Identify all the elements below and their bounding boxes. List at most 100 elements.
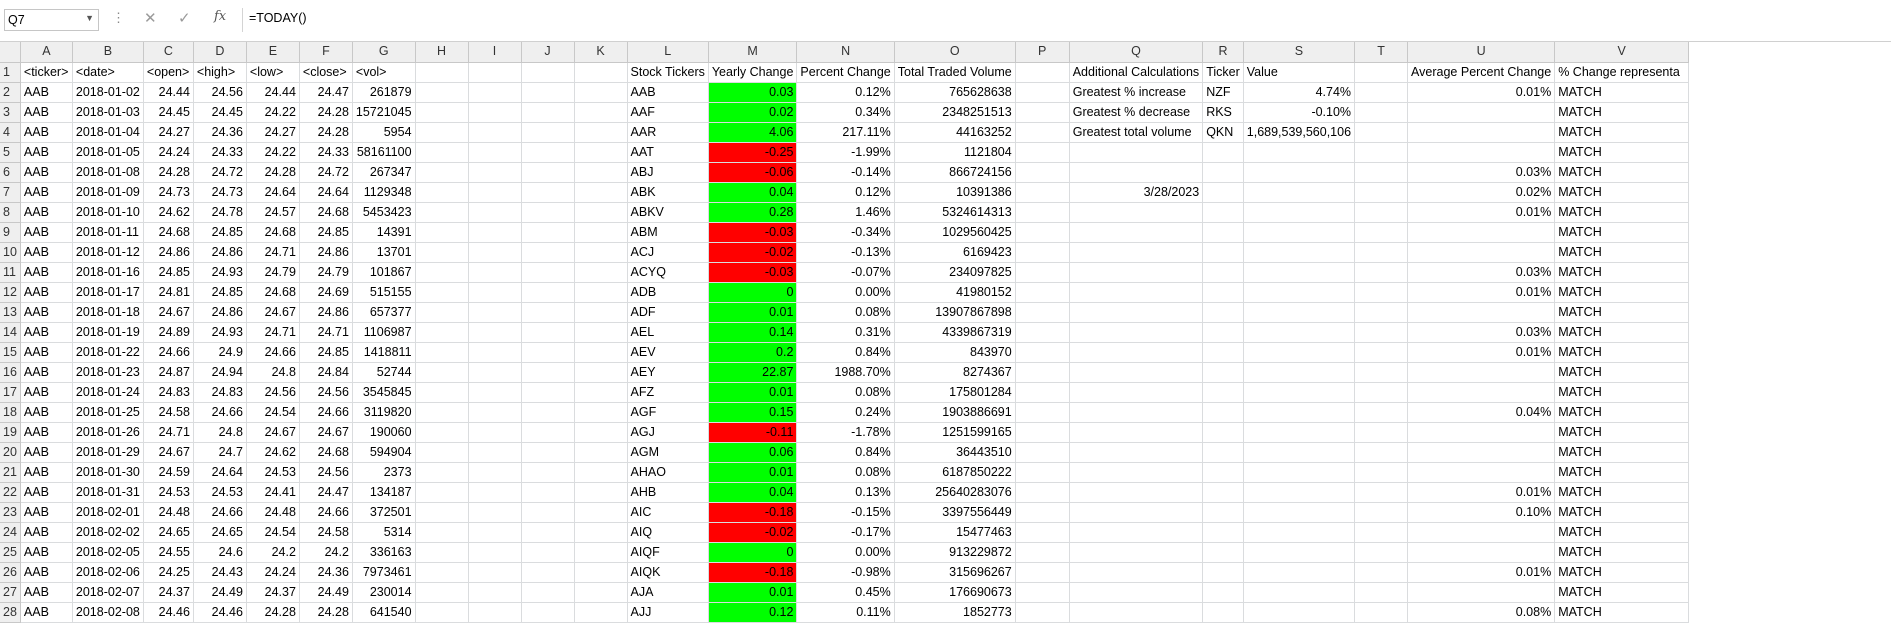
- cell-s17[interactable]: [1243, 382, 1356, 403]
- cell-c10[interactable]: 24.86: [143, 242, 194, 263]
- cell-g10[interactable]: 13701: [352, 242, 416, 263]
- cell-b17[interactable]: 2018-01-24: [72, 382, 144, 403]
- cell-c13[interactable]: 24.67: [143, 302, 194, 323]
- cell-m27[interactable]: 0.01: [708, 582, 798, 603]
- cell-d22[interactable]: 24.53: [193, 482, 247, 503]
- cell-q14[interactable]: [1069, 322, 1204, 343]
- cell-i19[interactable]: [468, 422, 522, 443]
- cell-q10[interactable]: [1069, 242, 1204, 263]
- cell-u14[interactable]: 0.03%: [1407, 322, 1556, 343]
- cell-a21[interactable]: AAB: [20, 462, 73, 483]
- cell-c26[interactable]: 24.25: [143, 562, 194, 583]
- column-header-r[interactable]: R: [1202, 42, 1244, 63]
- cell-j23[interactable]: [521, 502, 575, 523]
- cell-n3[interactable]: 0.34%: [796, 102, 895, 123]
- cell-q16[interactable]: [1069, 362, 1204, 383]
- cell-e25[interactable]: 24.2: [246, 542, 300, 563]
- cell-a20[interactable]: AAB: [20, 442, 73, 463]
- cell-j13[interactable]: [521, 302, 575, 323]
- cell-e5[interactable]: 24.22: [246, 142, 300, 163]
- cell-g18[interactable]: 3119820: [352, 402, 416, 423]
- cell-p1[interactable]: [1015, 62, 1070, 83]
- cell-g28[interactable]: 641540: [352, 602, 416, 623]
- cell-g13[interactable]: 657377: [352, 302, 416, 323]
- cell-k19[interactable]: [574, 422, 628, 443]
- cell-t17[interactable]: [1354, 382, 1409, 403]
- cell-t3[interactable]: [1354, 102, 1409, 123]
- cell-v27[interactable]: MATCH: [1554, 582, 1690, 603]
- cell-g12[interactable]: 515155: [352, 282, 416, 303]
- cell-a13[interactable]: AAB: [20, 302, 73, 323]
- cell-k28[interactable]: [574, 602, 628, 623]
- row-header[interactable]: 16: [0, 362, 21, 383]
- cell-e9[interactable]: 24.68: [246, 222, 300, 243]
- cell-r25[interactable]: [1202, 542, 1244, 563]
- cell-b28[interactable]: 2018-02-08: [72, 602, 144, 623]
- cell-b27[interactable]: 2018-02-07: [72, 582, 144, 603]
- cell-n28[interactable]: 0.11%: [796, 602, 895, 623]
- cell-o12[interactable]: 41980152: [894, 282, 1016, 303]
- cell-n19[interactable]: -1.78%: [796, 422, 895, 443]
- cell-o23[interactable]: 3397556449: [894, 502, 1016, 523]
- row-header[interactable]: 21: [0, 462, 21, 483]
- cell-i13[interactable]: [468, 302, 522, 323]
- cell-v16[interactable]: MATCH: [1554, 362, 1690, 383]
- cell-f10[interactable]: 24.86: [299, 242, 353, 263]
- cell-h5[interactable]: [415, 142, 469, 163]
- cell-n25[interactable]: 0.00%: [796, 542, 895, 563]
- cell-t1[interactable]: [1354, 62, 1409, 83]
- cell-a16[interactable]: AAB: [20, 362, 73, 383]
- cell-b25[interactable]: 2018-02-05: [72, 542, 144, 563]
- cell-h17[interactable]: [415, 382, 469, 403]
- column-header-u[interactable]: U: [1407, 42, 1556, 63]
- cell-k27[interactable]: [574, 582, 628, 603]
- cell-i20[interactable]: [468, 442, 522, 463]
- cell-p4[interactable]: [1015, 122, 1070, 143]
- cell-q26[interactable]: [1069, 562, 1204, 583]
- cell-n10[interactable]: -0.13%: [796, 242, 895, 263]
- cell-d27[interactable]: 24.49: [193, 582, 247, 603]
- cell-s23[interactable]: [1243, 502, 1356, 523]
- cell-k12[interactable]: [574, 282, 628, 303]
- cell-m17[interactable]: 0.01: [708, 382, 798, 403]
- cell-j12[interactable]: [521, 282, 575, 303]
- cell-e4[interactable]: 24.27: [246, 122, 300, 143]
- cell-s9[interactable]: [1243, 222, 1356, 243]
- cell-b2[interactable]: 2018-01-02: [72, 82, 144, 103]
- cell-v14[interactable]: MATCH: [1554, 322, 1690, 343]
- cell-h13[interactable]: [415, 302, 469, 323]
- cell-j11[interactable]: [521, 262, 575, 283]
- cell-s21[interactable]: [1243, 462, 1356, 483]
- column-header-g[interactable]: G: [352, 42, 416, 63]
- more-options-icon[interactable]: ⋮: [112, 10, 125, 25]
- cell-r12[interactable]: [1202, 282, 1244, 303]
- cell-c25[interactable]: 24.55: [143, 542, 194, 563]
- cell-e3[interactable]: 24.22: [246, 102, 300, 123]
- cell-i3[interactable]: [468, 102, 522, 123]
- cell-o11[interactable]: 234097825: [894, 262, 1016, 283]
- cell-d24[interactable]: 24.65: [193, 522, 247, 543]
- cell-h7[interactable]: [415, 182, 469, 203]
- cell-a10[interactable]: AAB: [20, 242, 73, 263]
- cell-g7[interactable]: 1129348: [352, 182, 416, 203]
- cell-n6[interactable]: -0.14%: [796, 162, 895, 183]
- cell-j17[interactable]: [521, 382, 575, 403]
- cell-e27[interactable]: 24.37: [246, 582, 300, 603]
- cell-c12[interactable]: 24.81: [143, 282, 194, 303]
- cell-h27[interactable]: [415, 582, 469, 603]
- cell-q2[interactable]: Greatest % increase: [1069, 82, 1204, 103]
- cell-g17[interactable]: 3545845: [352, 382, 416, 403]
- row-header[interactable]: 22: [0, 482, 21, 503]
- column-header-f[interactable]: F: [299, 42, 353, 63]
- cell-p2[interactable]: [1015, 82, 1070, 103]
- cell-f24[interactable]: 24.58: [299, 522, 353, 543]
- cell-o16[interactable]: 8274367: [894, 362, 1016, 383]
- cell-n2[interactable]: 0.12%: [796, 82, 895, 103]
- cell-p20[interactable]: [1015, 442, 1070, 463]
- cell-o3[interactable]: 2348251513: [894, 102, 1016, 123]
- cell-n27[interactable]: 0.45%: [796, 582, 895, 603]
- cell-f15[interactable]: 24.85: [299, 342, 353, 363]
- cell-h6[interactable]: [415, 162, 469, 183]
- cell-b4[interactable]: 2018-01-04: [72, 122, 144, 143]
- cell-l4[interactable]: AAR: [627, 122, 709, 143]
